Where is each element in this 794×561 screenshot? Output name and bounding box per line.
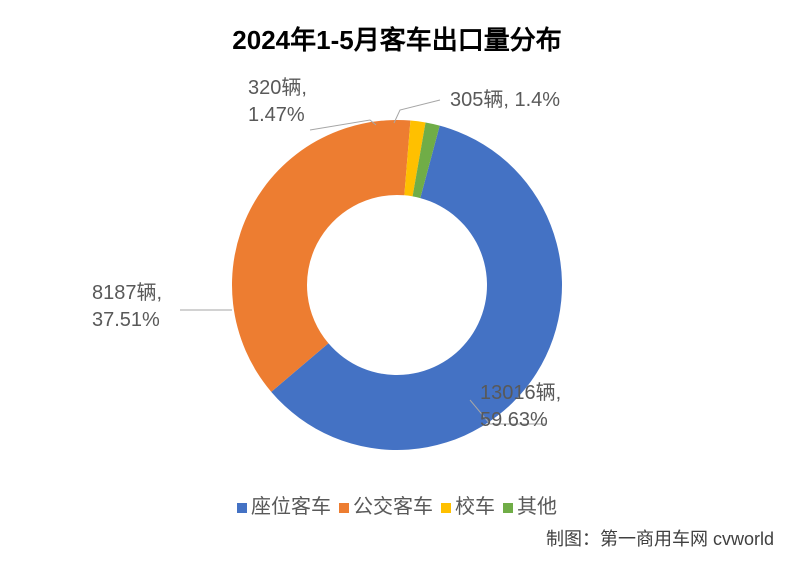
legend-swatch	[339, 503, 349, 513]
legend-item: 座位客车	[237, 490, 331, 519]
legend-item: 公交客车	[339, 490, 433, 519]
data-label-line1: 8187辆,	[92, 280, 162, 307]
data-label: 13016辆,59.63%	[480, 380, 561, 434]
chart-container: 2024年1-5月客车出口量分布 13016辆,59.63% 8187辆,37.5…	[0, 0, 794, 561]
data-label: 305辆, 1.4%	[450, 87, 560, 114]
data-label: 320辆,1.47%	[248, 75, 307, 129]
data-label-line2: 59.63%	[480, 407, 561, 434]
data-label-line1: 13016辆,	[480, 380, 561, 407]
legend-item: 校车	[441, 490, 495, 519]
data-label-line2: 1.47%	[248, 102, 307, 129]
legend-swatch	[503, 503, 513, 513]
legend-swatch	[441, 503, 451, 513]
legend-swatch	[237, 503, 247, 513]
legend-label: 座位客车	[251, 496, 331, 518]
legend-label: 其他	[517, 496, 557, 518]
data-label: 8187辆,37.51%	[92, 280, 162, 334]
legend-item: 其他	[503, 490, 557, 519]
data-label-line2: 37.51%	[92, 307, 162, 334]
legend-label: 校车	[455, 496, 495, 518]
credit-text: 制图：第一商用车网 cvworld	[546, 525, 774, 551]
legend: 座位客车公交客车校车其他	[0, 490, 794, 519]
chart-title: 2024年1-5月客车出口量分布	[0, 20, 794, 57]
legend-label: 公交客车	[353, 496, 433, 518]
data-label-line1: 305辆, 1.4%	[450, 87, 560, 114]
data-label-line1: 320辆,	[248, 75, 307, 102]
